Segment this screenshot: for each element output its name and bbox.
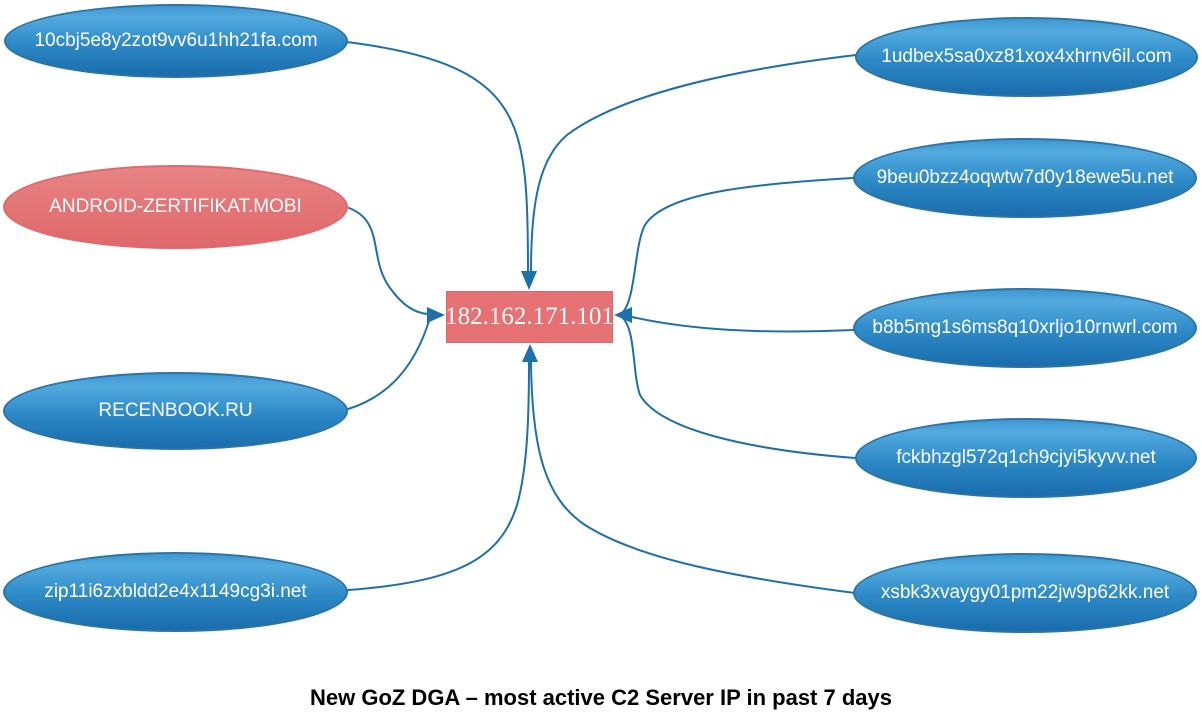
domain-label: ANDROID-ZERTIFIKAT.MOBI [49,196,302,217]
domain-label: 9beu0bzz4oqwtw7d0y18ewe5u.net [876,167,1174,188]
domain-node-recenbook: RECENBOOK.RU [3,372,348,450]
edge-zip11-to-server [347,361,530,591]
domain-node-10cbj: 10cbj5e8y2zot9vv6u1hh21fa.com [4,4,348,78]
edge-b8b5-to-server [631,316,854,333]
domain-label: 10cbj5e8y2zot9vv6u1hh21fa.com [34,30,318,51]
domain-label: b8b5mg1s6ms8q10xrljo10rnwrl.com [872,317,1178,338]
edge-xsbk-to-server [530,361,856,594]
domain-node-xsbk: xsbk3xvaygy01pm22jw9p62kk.net [853,553,1197,633]
domain-node-android-zertifikat: ANDROID-ZERTIFIKAT.MOBI [3,165,348,249]
arrowhead-top [521,271,537,290]
arrowhead-right [614,307,632,323]
domain-node-fckb: fckbhzgl572q1ch9cjyi5kyvv.net [855,418,1197,498]
domain-label: fckbhzgl572q1ch9cjyi5kyvv.net [896,447,1156,468]
domain-label: xsbk3xvaygy01pm22jw9p62kk.net [880,582,1170,603]
edge-10cbj-to-server [346,41,529,272]
c2-server-ip-label: 182.162.171.101 [445,303,614,330]
edge-fckb-to-server [621,316,856,459]
domain-node-b8b5: b8b5mg1s6ms8q10xrljo10rnwrl.com [853,288,1197,368]
domain-node-9beu: 9beu0bzz4oqwtw7d0y18ewe5u.net [853,138,1197,218]
arrowhead-bottom [522,344,538,362]
edge-recenbook-to-server [347,320,430,410]
edge-1udbex-to-server [530,54,857,272]
domain-label: RECENBOOK.RU [98,400,253,421]
edge-android-to-server [348,207,429,315]
domain-label: 1udbex5sa0xz81xox4xhrnv6il.com [881,46,1172,67]
domain-label: zip11i6zxbldd2e4x1149cg3i.net [44,581,307,602]
edge-9beu-to-server [621,177,854,314]
domain-node-1udbex: 1udbex5sa0xz81xox4xhrnv6il.com [855,17,1198,97]
diagram-title: New GoZ DGA – most active C2 Server IP i… [309,685,892,710]
domain-node-zip11: zip11i6zxbldd2e4x1149cg3i.net [3,552,348,632]
arrowhead-left [427,307,445,323]
c2-server-ip-box: 182.162.171.101 [445,291,614,343]
